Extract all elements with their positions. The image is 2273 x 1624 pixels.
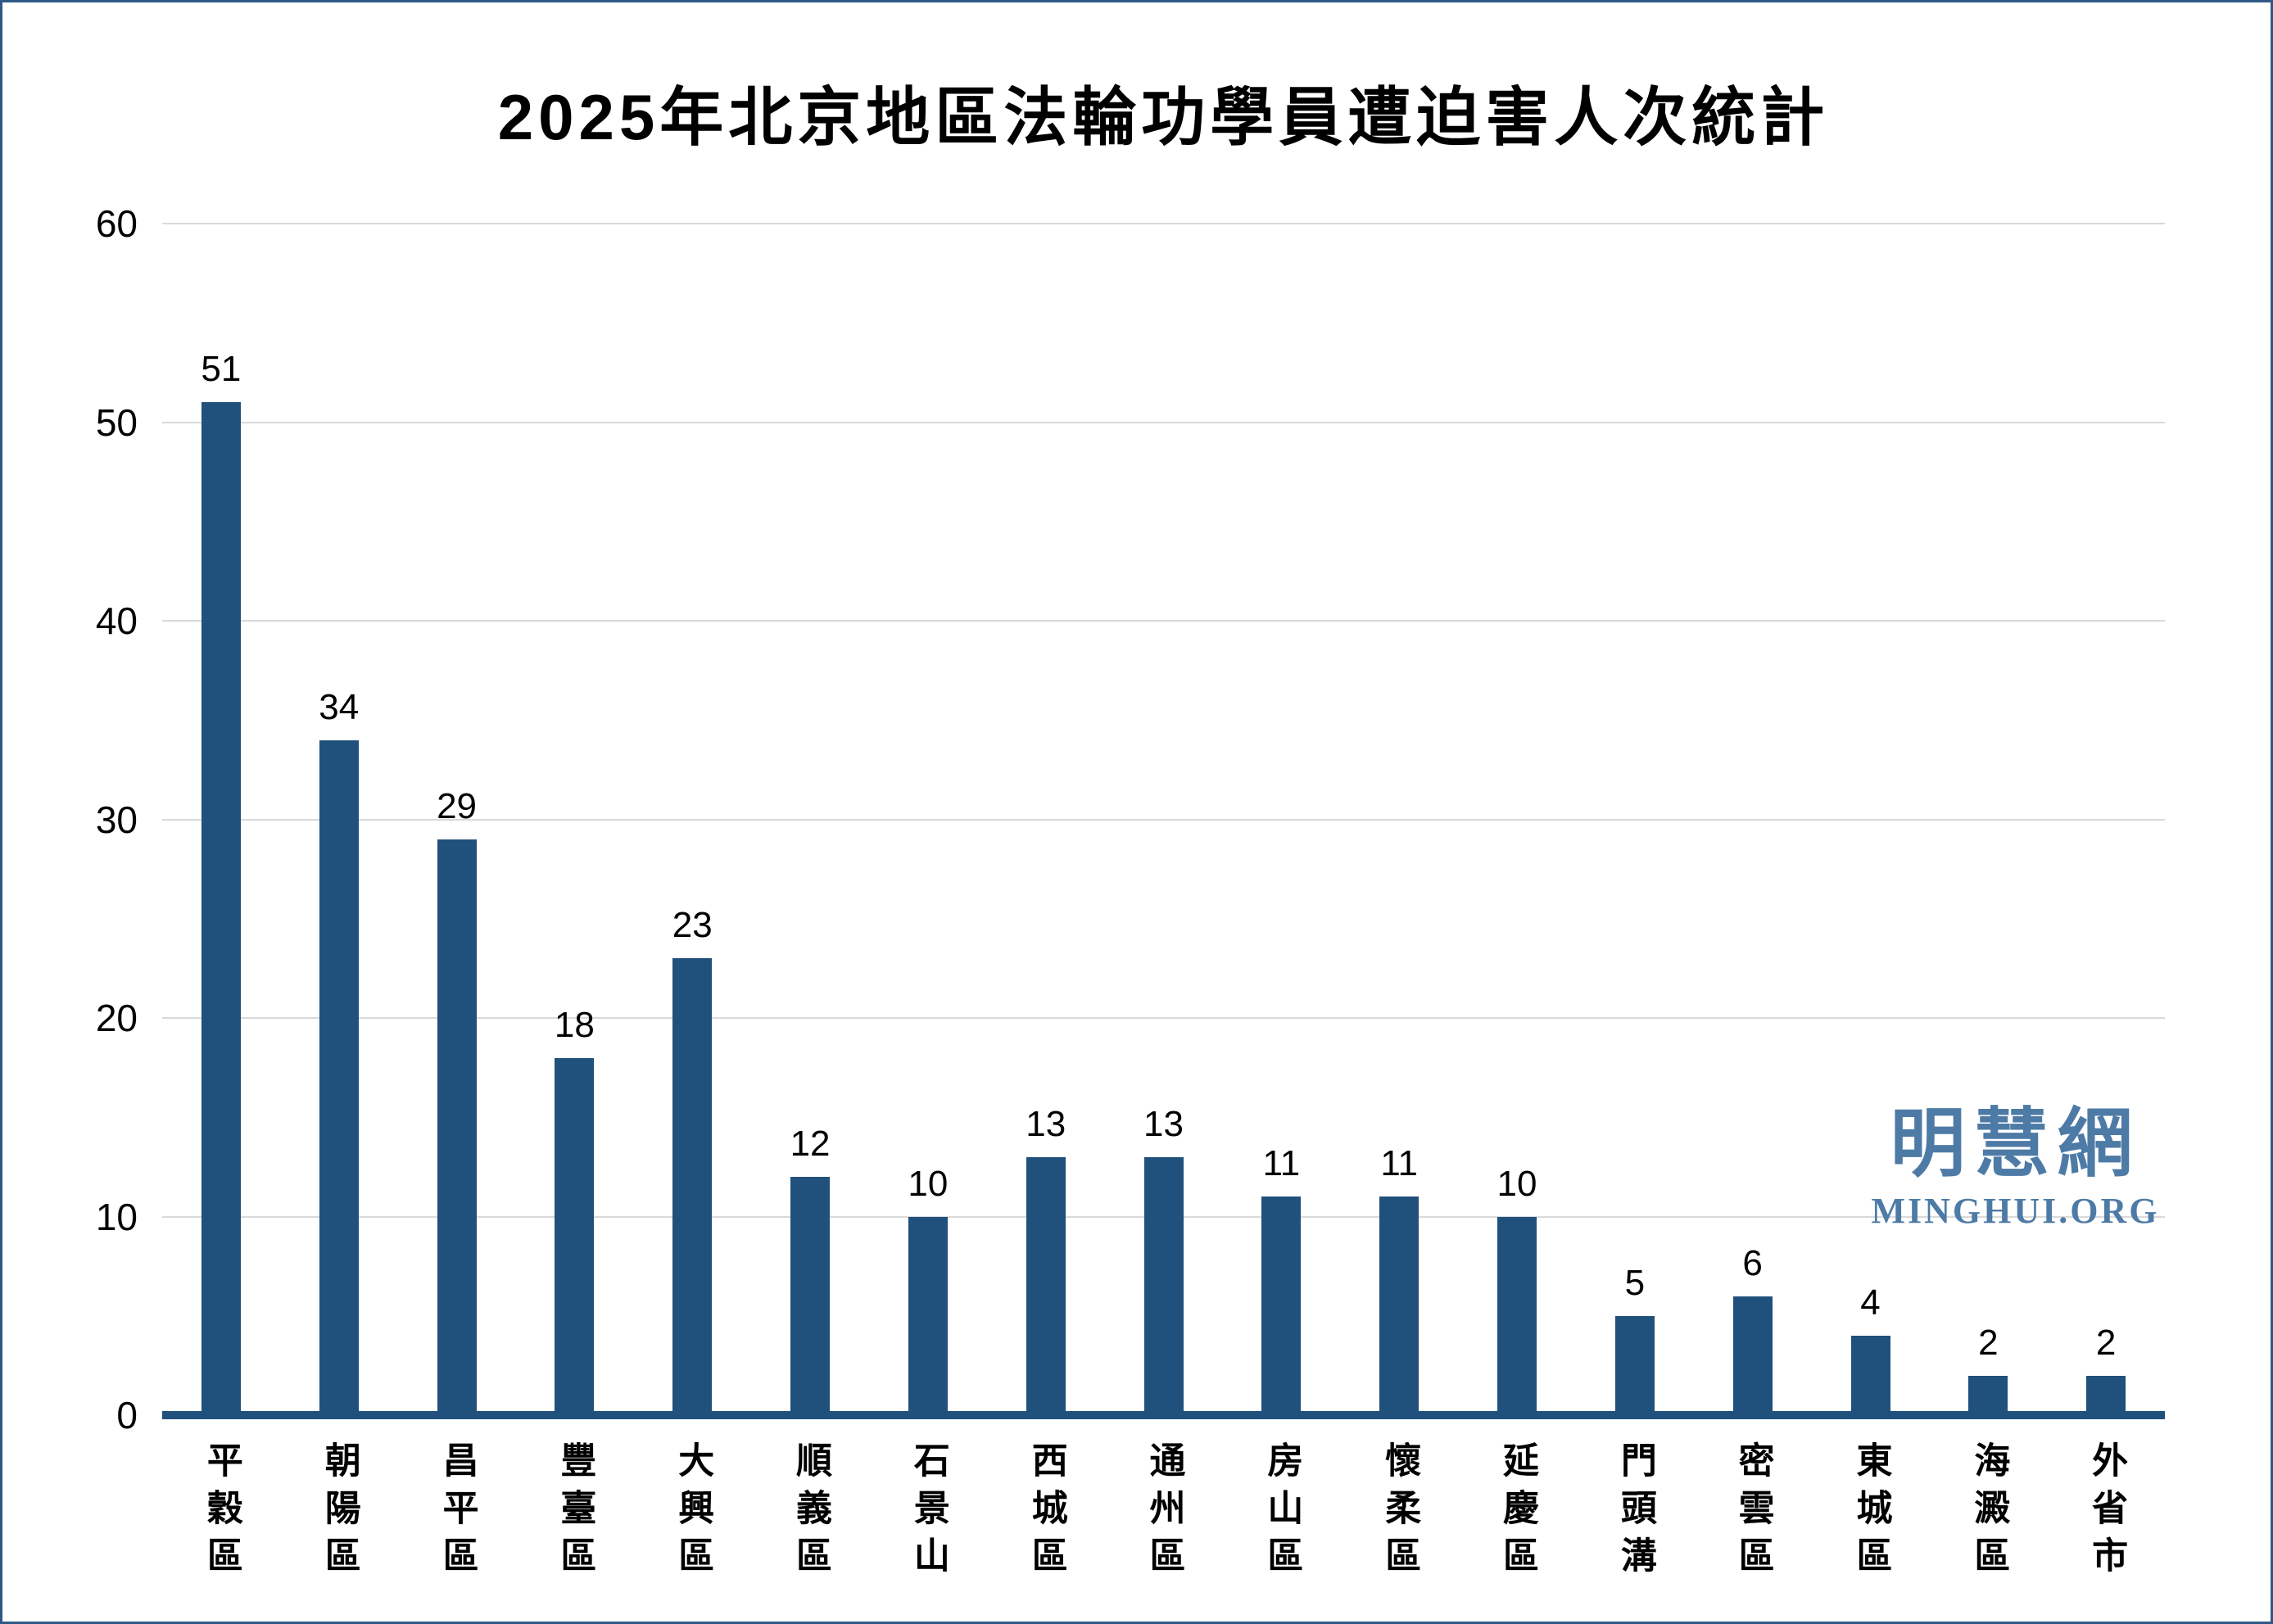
bar-value-label: 18 (554, 1004, 595, 1045)
chart-title: 2025年北京地區法輪功學員遭迫害人次統計 (497, 81, 1830, 153)
bar-value-label: 2 (1978, 1322, 1999, 1363)
x-axis-category-label: 密雲區 (1732, 1441, 1773, 1584)
bar-value-label: 51 (201, 349, 242, 390)
x-axis-category-label: 外省市 (2086, 1441, 2127, 1584)
bar-value-label: 6 (1742, 1242, 1763, 1283)
bar-value-label: 11 (1380, 1143, 1419, 1184)
x-axis-category-label: 平穀區 (201, 1441, 242, 1584)
bar-column: 2 海澱區 (1929, 224, 2047, 1584)
bar-value-label: 13 (1026, 1103, 1066, 1144)
x-axis-category-label: 通州區 (1143, 1441, 1184, 1584)
bar-value-label: 29 (437, 785, 478, 826)
bar (1968, 1375, 2008, 1415)
bar-column: 13 西城區 (987, 224, 1105, 1584)
bar-value-label: 11 (1262, 1143, 1301, 1184)
x-axis-category-label: 房山區 (1261, 1441, 1302, 1584)
bar (1497, 1216, 1537, 1415)
bar-value-label: 34 (319, 686, 360, 727)
bar (555, 1057, 595, 1415)
bar (2086, 1375, 2126, 1415)
y-axis-tick-label: 60 (95, 202, 138, 245)
y-axis-tick-label: 30 (95, 798, 138, 841)
bar-column: 18 豐臺區 (515, 224, 633, 1584)
bar-value-label: 13 (1143, 1103, 1184, 1144)
bar-column: 6 密雲區 (1694, 224, 1812, 1584)
bar-column: 13 通州區 (1105, 224, 1223, 1584)
x-axis-category-label: 延慶區 (1497, 1441, 1538, 1584)
minghui-logo-latin: MINGHUI.ORG (1871, 1191, 2160, 1231)
x-axis-category-label: 東城區 (1850, 1441, 1891, 1584)
bar (1732, 1296, 1773, 1415)
x-axis-category-label: 石景山 (908, 1441, 949, 1584)
bar (1026, 1156, 1066, 1415)
bar-column: 29 昌平區 (398, 224, 516, 1584)
x-axis-category-label: 大興區 (672, 1441, 713, 1584)
plot-area: 51 平穀區 34 朝陽區 29 昌平區 18 豐臺區 23 大興區 12 順義區 10 石景山 13 西城區… (162, 223, 2165, 1585)
bar (319, 740, 359, 1415)
x-axis-category-label: 海澱區 (1968, 1441, 2009, 1584)
bar-column: 51 平穀區 (162, 224, 280, 1584)
horizontal-gridline (162, 620, 2165, 622)
bar-column: 34 朝陽區 (280, 224, 398, 1584)
bar-column: 5 門頭溝 (1576, 224, 1694, 1584)
bar (672, 958, 713, 1415)
y-axis: 0 10 20 30 40 50 60 (35, 205, 138, 1434)
bar (1614, 1315, 1655, 1415)
x-axis-category-label: 豐臺區 (555, 1441, 595, 1584)
x-axis-category-label: 門頭溝 (1614, 1441, 1655, 1584)
bar-column: 4 東城區 (1812, 224, 1930, 1584)
horizontal-gridline (162, 223, 2165, 224)
bar-column: 11 懷柔區 (1340, 224, 1458, 1584)
bar-column: 23 大興區 (633, 224, 751, 1584)
bars-container: 51 平穀區 34 朝陽區 29 昌平區 18 豐臺區 23 大興區 12 順義區 10 石景山 13 西城區… (162, 224, 2165, 1585)
bar (1379, 1197, 1419, 1415)
bar-value-label: 10 (908, 1163, 949, 1204)
y-axis-tick-label: 50 (95, 400, 138, 444)
x-axis-category-label: 昌平區 (437, 1441, 478, 1584)
bar-column: 2 外省市 (2047, 224, 2165, 1584)
y-axis-tick-label: 20 (95, 997, 138, 1039)
bar (201, 402, 241, 1415)
bar (1143, 1156, 1184, 1415)
bar-value-label: 23 (672, 905, 713, 946)
minghui-watermark: 明慧網 MINGHUI.ORG (1858, 1106, 2173, 1229)
horizontal-gridline (162, 421, 2165, 423)
x-axis-category-label: 朝陽區 (319, 1441, 360, 1584)
horizontal-gridline (162, 1017, 2165, 1019)
x-axis-category-label: 順義區 (790, 1441, 831, 1584)
bar (1850, 1336, 1890, 1415)
bar-value-label: 12 (790, 1124, 831, 1164)
bar-value-label: 10 (1496, 1163, 1537, 1204)
bar-column: 10 延慶區 (1458, 224, 1576, 1584)
bar-value-label: 4 (1860, 1282, 1881, 1323)
x-axis-category-label: 西城區 (1026, 1441, 1066, 1584)
y-axis-tick-label: 40 (95, 599, 138, 642)
bar (1261, 1197, 1302, 1415)
bar (437, 839, 477, 1415)
bar (908, 1216, 948, 1415)
minghui-logo-cjk: 明慧網 (1890, 1102, 2141, 1186)
bar-column: 12 順義區 (751, 224, 869, 1585)
bar (790, 1177, 831, 1415)
y-axis-tick-label: 0 (116, 1394, 138, 1436)
bar-value-label: 5 (1624, 1262, 1646, 1303)
bar-column: 10 石景山 (869, 224, 987, 1584)
x-axis-line (162, 1411, 2165, 1419)
y-axis-tick-label: 10 (95, 1195, 138, 1238)
bar-value-label: 2 (2095, 1322, 2117, 1363)
x-axis-category-label: 懷柔區 (1379, 1441, 1420, 1584)
horizontal-gridline (162, 818, 2165, 821)
bar-column: 11 房山區 (1222, 224, 1340, 1584)
